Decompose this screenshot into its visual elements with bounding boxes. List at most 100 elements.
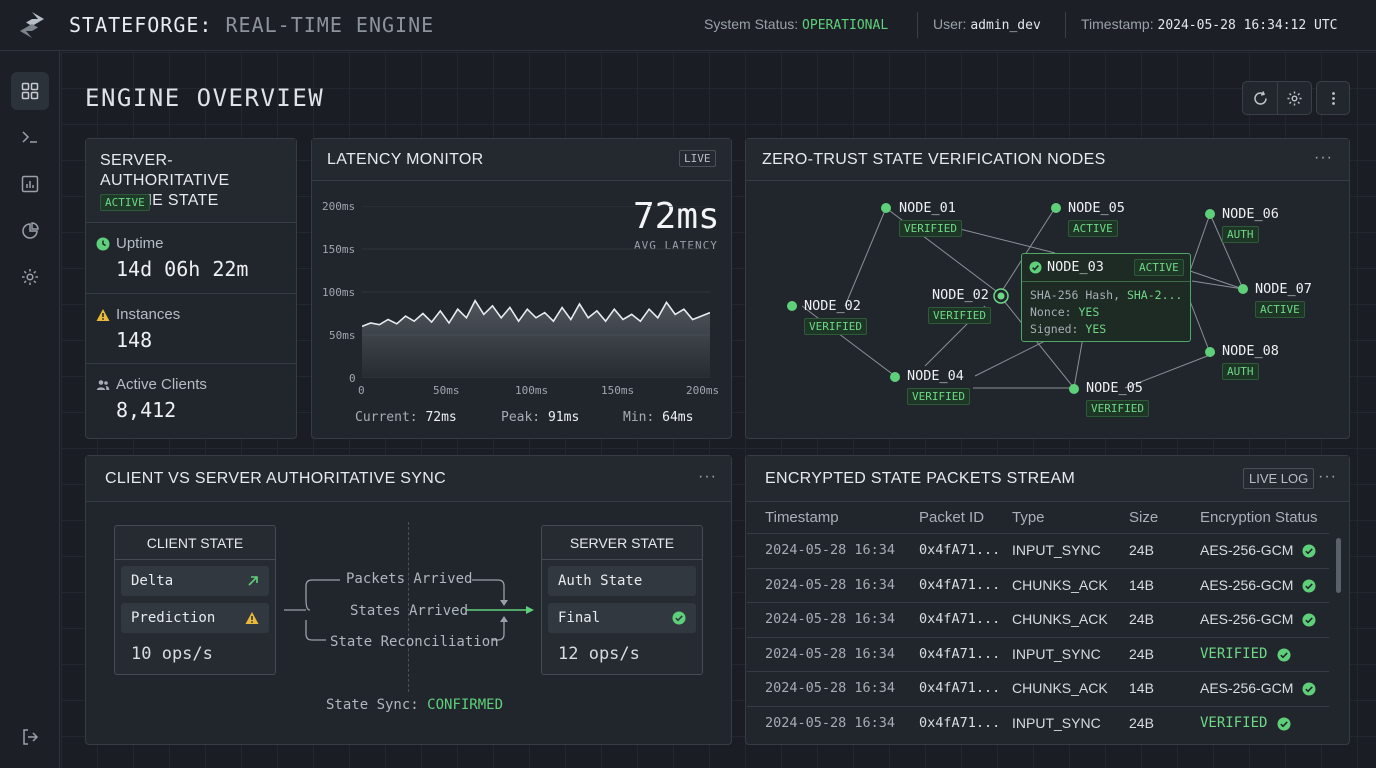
- table-row[interactable]: 2024-05-28 16:34 0x4fA71... INPUT_SYNC 24B A…: [747, 533, 1329, 567]
- cell-type: INPUT_SYNC: [1012, 542, 1101, 558]
- node-status-badge: VERIFIED: [928, 307, 991, 324]
- node-label[interactable]: NODE_05: [1068, 200, 1125, 216]
- node-graph-edges: [801, 207, 1244, 389]
- engine-state-panel: SERVER-AUTHORITATIVE ENGINE STATE ACTIVE…: [85, 138, 297, 439]
- node-label[interactable]: NODE_04: [907, 368, 964, 384]
- table-row[interactable]: 2024-05-28 16:34 0x4fA71... INPUT_SYNC 24B V…: [747, 636, 1329, 671]
- cell-size: 24B: [1129, 611, 1154, 627]
- stateforge-logo[interactable]: [17, 10, 47, 40]
- analytics-icon: [21, 175, 39, 193]
- cell-packet-id: 0x4fA71...: [919, 645, 1001, 662]
- sidebar: [0, 51, 60, 768]
- column-header-timestamp[interactable]: Timestamp: [765, 509, 839, 526]
- table-scrollbar[interactable]: [1336, 538, 1341, 593]
- sidebar-item-analytics[interactable]: [11, 165, 49, 203]
- system-status-label: System Status:: [704, 16, 799, 32]
- tooltip-signed: Signed: YES: [1030, 322, 1106, 336]
- user-info[interactable]: User: admin_dev: [933, 16, 1041, 33]
- check-circle-icon: [1302, 544, 1316, 558]
- signed-value: YES: [1085, 322, 1107, 336]
- sidebar-item-settings[interactable]: [11, 258, 49, 296]
- server-state-title: SERVER STATE: [542, 526, 702, 560]
- logout-button[interactable]: [11, 718, 49, 756]
- column-header-type[interactable]: Type: [1012, 509, 1045, 526]
- app-title: STATEFORGE: REAL-TIME ENGINE: [69, 13, 434, 37]
- server-state-box: SERVER STATE Auth State Final 12 ops/s: [541, 525, 703, 675]
- column-header-packet-id[interactable]: Packet ID: [919, 509, 985, 526]
- client-state-delta[interactable]: Delta: [121, 566, 269, 596]
- x-tick-label: 50ms: [433, 384, 460, 397]
- table-row[interactable]: 2024-05-28 16:34 0x4fA71... CHUNKS_ACK 14B A…: [747, 671, 1329, 705]
- packets-more-button[interactable]: ···: [1318, 468, 1337, 485]
- sync-more-button[interactable]: ···: [698, 468, 717, 485]
- check-circle-icon: [1029, 261, 1042, 274]
- user-label: User:: [933, 16, 967, 32]
- cell-size: 24B: [1129, 714, 1154, 731]
- cell-type: INPUT_SYNC: [1012, 714, 1101, 731]
- system-status: System Status: OPERATIONAL: [704, 16, 888, 33]
- sidebar-item-terminal[interactable]: [11, 118, 49, 156]
- column-header-size[interactable]: Size: [1129, 509, 1159, 526]
- sidebar-item-dashboard[interactable]: [11, 72, 49, 110]
- node-dot[interactable]: [890, 372, 900, 382]
- cell-encryption-status: AES-256-GCM: [1200, 542, 1294, 558]
- peak-label: Peak:: [501, 410, 541, 425]
- table-row[interactable]: 2024-05-28 16:34 0x4fA71... CHUNKS_ACK 24B A…: [747, 602, 1329, 636]
- engine-state-title-line1: SERVER-AUTHORITATIVE: [100, 152, 230, 189]
- sync-status: State Sync: CONFIRMED: [326, 697, 503, 713]
- node-label[interactable]: NODE_01: [899, 200, 956, 216]
- node-dot[interactable]: [1069, 384, 1079, 394]
- dashboard-icon: [21, 82, 39, 100]
- min-value: 64ms: [662, 410, 694, 425]
- table-row[interactable]: 2024-05-28 16:34 0x4fA71... CHUNKS_ACK 14B A…: [747, 567, 1329, 602]
- stat-value: 8,412: [116, 398, 177, 422]
- refresh-icon: [1253, 90, 1267, 105]
- node-dot[interactable]: [1238, 284, 1248, 294]
- cell-timestamp: 2024-05-28 16:34: [765, 576, 896, 593]
- client-item-label: Delta: [131, 573, 174, 589]
- settings-button[interactable]: [1277, 82, 1311, 114]
- refresh-button[interactable]: [1243, 82, 1277, 114]
- latency-panel: LATENCY MONITOR LIVE: [311, 138, 732, 439]
- table-row[interactable]: 2024-05-28 16:34 0x4fA71... INPUT_SYNC 24B V…: [747, 705, 1329, 740]
- y-tick-label: 200ms: [322, 200, 356, 213]
- live-log-badge[interactable]: LIVE LOG: [1243, 468, 1315, 489]
- client-item-label: Prediction: [131, 610, 216, 626]
- logout-icon: [23, 729, 39, 745]
- nodes-more-button[interactable]: ···: [1314, 149, 1333, 166]
- cell-encryption-status: AES-256-GCM: [1200, 611, 1294, 627]
- x-tick-label: 0: [358, 384, 365, 397]
- sidebar-item-network[interactable]: [11, 212, 49, 250]
- node-dot[interactable]: [787, 301, 797, 311]
- node-status-badge: AUTH: [1222, 226, 1259, 243]
- node-dot[interactable]: [881, 203, 891, 213]
- node-label[interactable]: NODE_07: [1255, 281, 1312, 297]
- server-state-auth[interactable]: Auth State: [548, 566, 696, 596]
- current-label: Current:: [355, 410, 418, 425]
- stat-label: Active Clients: [116, 376, 207, 393]
- server-state-final[interactable]: Final: [548, 603, 696, 633]
- node-label[interactable]: NODE_02: [804, 298, 861, 314]
- latency-area: [362, 300, 710, 378]
- node-dot[interactable]: [1205, 347, 1215, 357]
- node-label[interactable]: NODE_05: [1086, 380, 1143, 396]
- cell-type: INPUT_SYNC: [1012, 645, 1101, 662]
- node-label[interactable]: NODE_08: [1222, 343, 1279, 359]
- cell-packet-id: 0x4fA71...: [919, 542, 1001, 558]
- node-tooltip: NODE_03 ACTIVE SHA-256 Hash, SHA-2... No…: [1021, 253, 1191, 342]
- node-dot[interactable]: [1051, 203, 1061, 213]
- min-latency: Min: 64ms: [623, 410, 693, 425]
- cell-type: CHUNKS_ACK: [1012, 680, 1108, 696]
- node-label[interactable]: NODE_06: [1222, 206, 1279, 222]
- more-button[interactable]: [1316, 81, 1350, 115]
- client-state-prediction[interactable]: Prediction: [121, 603, 269, 633]
- stat-value: 14d 06h 22m: [116, 257, 249, 281]
- header-divider: [917, 12, 918, 38]
- settings-icon: [1287, 91, 1302, 105]
- client-state-box: CLIENT STATE Delta Prediction 10 ops/s: [114, 525, 276, 675]
- node-dot[interactable]: [1205, 209, 1215, 219]
- check-circle-icon: [672, 611, 686, 625]
- packets-panel: ENCRYPTED STATE PACKETS STREAM LIVE LOG …: [745, 455, 1350, 745]
- column-header-encryption[interactable]: Encryption Status: [1200, 509, 1318, 526]
- node-label[interactable]: NODE_02: [932, 287, 989, 303]
